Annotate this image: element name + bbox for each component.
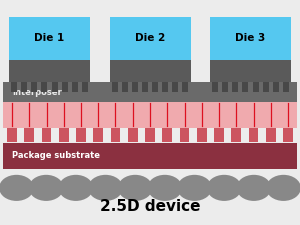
Bar xyxy=(93,128,103,142)
Bar xyxy=(9,17,90,60)
Bar xyxy=(3,143,297,169)
Bar xyxy=(11,82,17,92)
Text: Die 3: Die 3 xyxy=(236,33,266,43)
Text: Interposer: Interposer xyxy=(12,88,62,97)
Bar xyxy=(197,128,207,142)
Bar xyxy=(222,82,228,92)
Bar xyxy=(262,82,268,92)
Bar xyxy=(142,82,148,92)
Bar xyxy=(21,82,27,92)
Bar xyxy=(266,128,276,142)
Text: Die 2: Die 2 xyxy=(135,33,165,43)
Bar xyxy=(162,128,172,142)
Bar xyxy=(9,60,90,82)
Circle shape xyxy=(236,175,271,201)
Bar xyxy=(232,82,238,92)
Bar xyxy=(273,82,279,92)
Circle shape xyxy=(29,175,64,201)
Bar xyxy=(41,82,47,92)
Circle shape xyxy=(118,175,153,201)
Circle shape xyxy=(177,175,212,201)
Bar xyxy=(76,128,86,142)
Text: Package substrate: Package substrate xyxy=(12,151,100,160)
Bar xyxy=(41,128,52,142)
Bar xyxy=(214,128,224,142)
Bar xyxy=(128,128,138,142)
Bar xyxy=(72,82,78,92)
Bar xyxy=(7,128,17,142)
Bar xyxy=(212,82,218,92)
Bar xyxy=(24,128,34,142)
Bar xyxy=(82,82,88,92)
Text: 2.5D device: 2.5D device xyxy=(100,199,200,214)
Bar xyxy=(182,82,188,92)
Bar xyxy=(61,82,68,92)
Circle shape xyxy=(207,175,242,201)
Bar xyxy=(110,17,190,60)
Bar xyxy=(32,82,38,92)
Bar xyxy=(52,82,58,92)
Bar xyxy=(152,82,158,92)
Text: Die 1: Die 1 xyxy=(34,33,64,43)
Bar xyxy=(110,128,120,142)
Circle shape xyxy=(266,175,300,201)
Circle shape xyxy=(58,175,93,201)
Bar xyxy=(210,17,291,60)
Bar xyxy=(145,128,155,142)
Bar xyxy=(3,82,297,102)
Bar xyxy=(3,102,297,128)
Bar xyxy=(179,128,190,142)
Bar xyxy=(231,128,241,142)
Bar xyxy=(210,60,291,82)
Bar xyxy=(283,82,289,92)
Bar xyxy=(242,82,248,92)
Bar xyxy=(132,82,138,92)
Bar xyxy=(253,82,259,92)
Bar xyxy=(59,128,69,142)
Bar xyxy=(122,82,128,92)
Bar xyxy=(172,82,178,92)
Circle shape xyxy=(0,175,34,201)
Circle shape xyxy=(88,175,123,201)
Circle shape xyxy=(147,175,182,201)
Bar xyxy=(110,60,190,82)
Bar xyxy=(162,82,168,92)
Bar xyxy=(283,128,293,142)
Bar xyxy=(249,128,259,142)
Bar xyxy=(112,82,118,92)
